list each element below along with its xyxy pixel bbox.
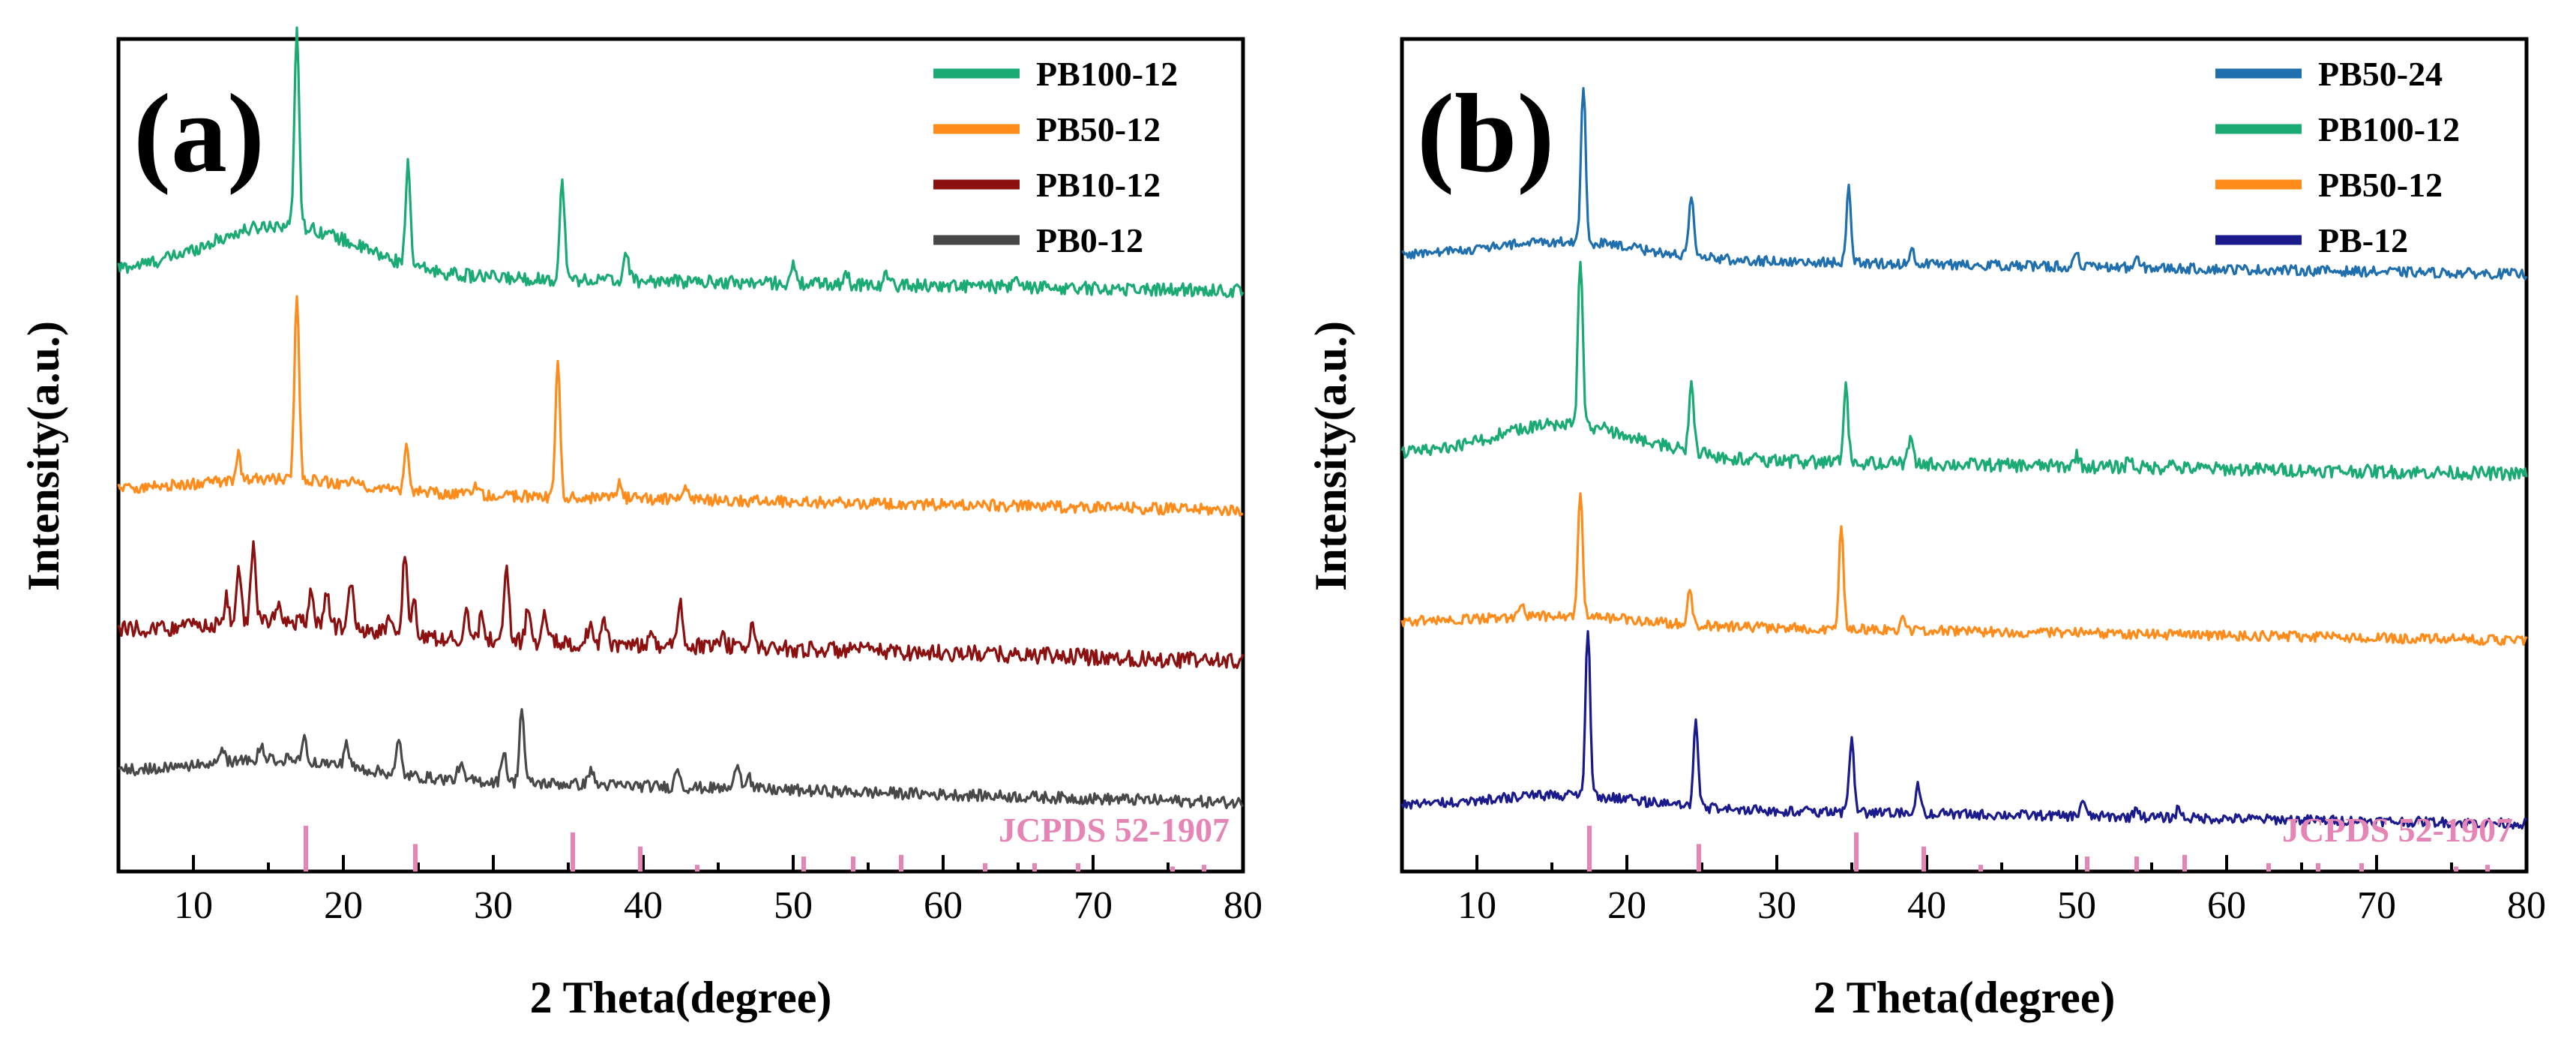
- x-tick-label: 70: [2357, 884, 2396, 927]
- series-line: [118, 708, 1245, 809]
- x-tick-label: 10: [1457, 884, 1496, 927]
- series-line: [117, 295, 1244, 517]
- x-tick-label: 50: [774, 884, 813, 927]
- legend-label: PB50-24: [2318, 55, 2443, 93]
- panel-a-frame: [116, 37, 1245, 874]
- series-line: [1400, 260, 2528, 482]
- x-tick-label: 40: [624, 884, 663, 927]
- panel-a-series: [117, 26, 1245, 809]
- series-line: [117, 540, 1245, 670]
- reference-label: JCPDS 52-1907: [999, 811, 1230, 849]
- x-tick-label: 70: [1074, 884, 1113, 927]
- x-tick-label: 40: [1907, 884, 1946, 927]
- panel-b-series: [1400, 87, 2528, 830]
- panel-b-x-axis-label: 2 Theta(degree): [1814, 973, 2116, 1022]
- series-line: [117, 26, 1245, 298]
- series-line: [1400, 492, 2528, 646]
- panel-b: 10 20 30 40 50 60 70 80 (b) PB50-24 PB100-12 PB…: [1306, 37, 2546, 1022]
- panel-a-reference-pattern: [304, 825, 1206, 872]
- panel-b-reference-pattern: [1587, 825, 2490, 872]
- x-tick-label: 60: [924, 884, 963, 927]
- panel-a-y-axis-label: Intensity(a.u.): [19, 321, 68, 591]
- series-line: [1400, 630, 2528, 830]
- panel-b-legend: PB50-24 PB100-12 PB50-12 PB-12: [2215, 55, 2460, 260]
- x-tick-label: 20: [1607, 884, 1646, 927]
- legend-label: PB10-12: [1036, 166, 1161, 204]
- series-line: [1401, 87, 2528, 280]
- panel-a-label: (a): [133, 71, 265, 196]
- legend-label: PB50-12: [1036, 110, 1161, 148]
- legend-label: PB100-12: [1036, 55, 1178, 93]
- x-tick-label: 80: [1224, 884, 1263, 927]
- x-tick-label: 10: [174, 884, 213, 927]
- x-tick-label: 30: [1757, 884, 1796, 927]
- panel-b-y-axis-label: Intensity(a.u.): [1306, 321, 1355, 591]
- x-tick-label: 20: [324, 884, 363, 927]
- panel-b-frame: [1400, 37, 2529, 874]
- panel-a: 10 20 30 40 50 60 70 80 (a) PB100-12 PB50-12 PB…: [19, 26, 1263, 1022]
- panel-a-x-axis-label: 2 Theta(degree): [530, 973, 832, 1022]
- panel-b-x-ticks: 10 20 30 40 50 60 70 80: [1400, 855, 2546, 927]
- x-tick-label: 30: [474, 884, 513, 927]
- x-tick-label: 50: [2057, 884, 2096, 927]
- panel-b-label: (b): [1417, 71, 1554, 196]
- legend-label: PB50-12: [2318, 166, 2443, 204]
- panel-a-x-ticks: 10 20 30 40 50 60 70 80: [117, 855, 1263, 927]
- reference-label: JCPDS 52-1907: [2282, 811, 2513, 849]
- x-tick-label: 60: [2207, 884, 2246, 927]
- x-tick-label: 80: [2507, 884, 2546, 927]
- legend-label: PB0-12: [1036, 221, 1143, 260]
- panel-a-legend: PB100-12 PB50-12 PB10-12 PB0-12: [933, 55, 1178, 260]
- legend-label: PB-12: [2318, 221, 2408, 260]
- legend-label: PB100-12: [2318, 110, 2460, 148]
